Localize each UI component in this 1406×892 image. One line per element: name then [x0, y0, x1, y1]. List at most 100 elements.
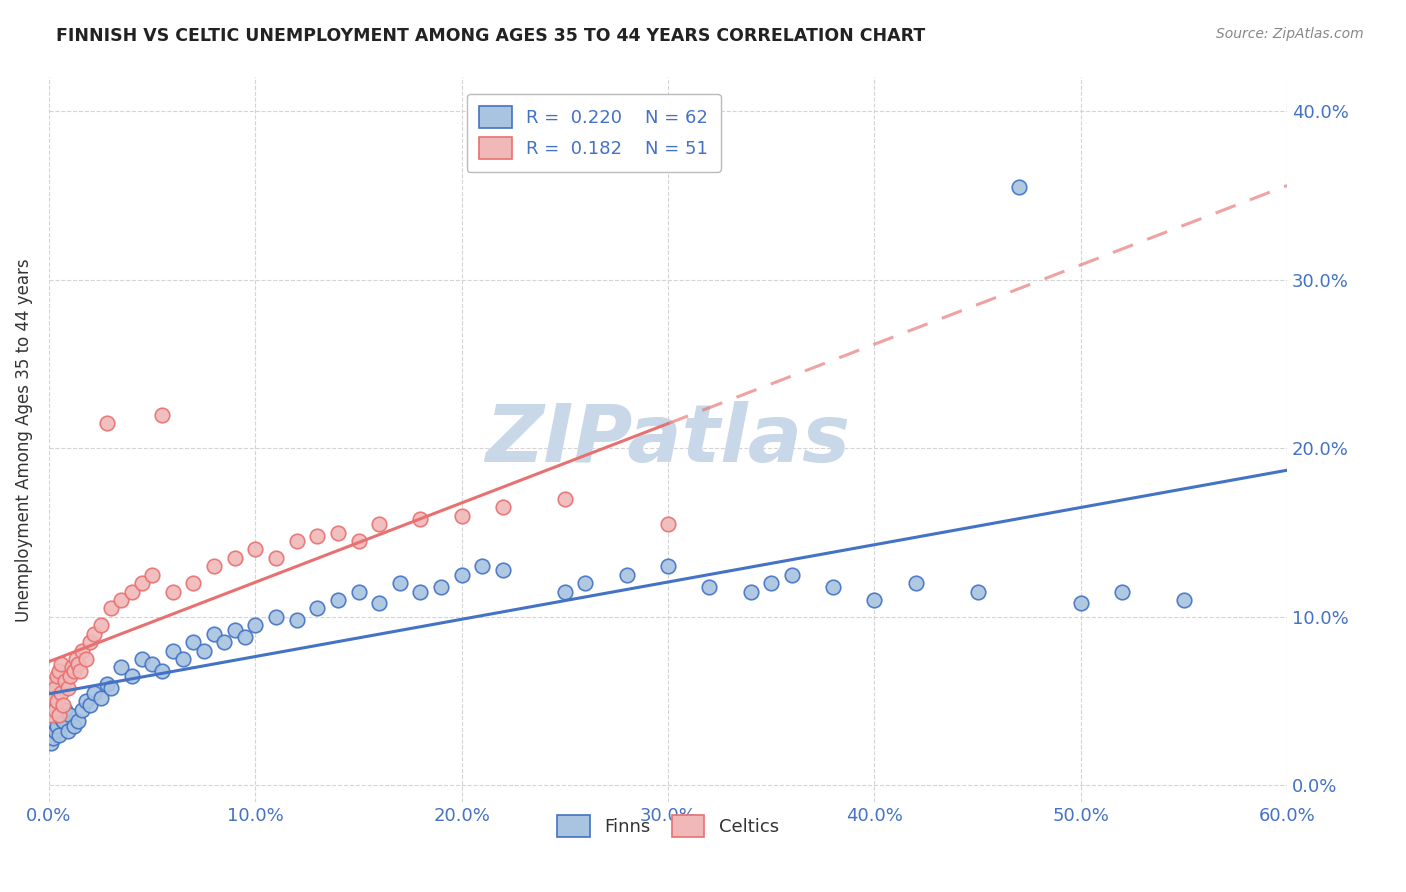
- Point: [44, 702, 66, 716]
- Point: [48, 664, 70, 678]
- Point: [740, 584, 762, 599]
- Text: ZIPatlas: ZIPatlas: [485, 401, 851, 479]
- Point: [83, 626, 105, 640]
- Point: [79, 635, 101, 649]
- Point: [172, 652, 194, 666]
- Point: [202, 626, 225, 640]
- Point: [121, 669, 143, 683]
- Point: [152, 664, 174, 678]
- Point: [409, 584, 432, 599]
- Point: [70, 643, 93, 657]
- Point: [326, 525, 349, 540]
- Point: [245, 618, 267, 632]
- Point: [79, 698, 101, 712]
- Point: [966, 584, 988, 599]
- Point: [863, 593, 886, 607]
- Point: [245, 542, 267, 557]
- Point: [51, 657, 73, 671]
- Point: [285, 613, 308, 627]
- Point: [554, 491, 576, 506]
- Point: [430, 580, 453, 594]
- Point: [52, 698, 75, 712]
- Point: [450, 508, 472, 523]
- Point: [388, 576, 411, 591]
- Y-axis label: Unemployment Among Ages 35 to 44 years: Unemployment Among Ages 35 to 44 years: [15, 258, 32, 622]
- Point: [285, 533, 308, 548]
- Point: [60, 660, 83, 674]
- Point: [55, 673, 77, 688]
- Point: [1070, 596, 1092, 610]
- Point: [44, 681, 66, 695]
- Point: [83, 686, 105, 700]
- Point: [69, 664, 91, 678]
- Point: [100, 681, 122, 695]
- Point: [55, 702, 77, 716]
- Point: [347, 584, 370, 599]
- Point: [66, 714, 89, 729]
- Point: [1008, 180, 1031, 194]
- Point: [96, 416, 118, 430]
- Point: [39, 736, 62, 750]
- Point: [62, 719, 84, 733]
- Point: [66, 657, 89, 671]
- Point: [162, 643, 184, 657]
- Point: [368, 517, 391, 532]
- Point: [141, 567, 163, 582]
- Point: [657, 517, 679, 532]
- Point: [574, 576, 596, 591]
- Point: [56, 681, 79, 695]
- Point: [48, 707, 70, 722]
- Point: [368, 596, 391, 610]
- Point: [62, 664, 84, 678]
- Point: [38, 686, 60, 700]
- Point: [409, 512, 432, 526]
- Point: [96, 677, 118, 691]
- Point: [75, 694, 97, 708]
- Point: [823, 580, 845, 594]
- Point: [347, 533, 370, 548]
- Point: [1111, 584, 1133, 599]
- Text: FINNISH VS CELTIC UNEMPLOYMENT AMONG AGES 35 TO 44 YEARS CORRELATION CHART: FINNISH VS CELTIC UNEMPLOYMENT AMONG AGE…: [56, 27, 925, 45]
- Point: [554, 584, 576, 599]
- Point: [224, 624, 246, 638]
- Point: [42, 698, 65, 712]
- Text: Source: ZipAtlas.com: Source: ZipAtlas.com: [1216, 27, 1364, 41]
- Point: [131, 576, 153, 591]
- Point: [616, 567, 638, 582]
- Point: [202, 559, 225, 574]
- Point: [38, 728, 60, 742]
- Point: [46, 694, 69, 708]
- Point: [492, 500, 515, 515]
- Point: [904, 576, 927, 591]
- Point: [90, 690, 112, 705]
- Legend: Finns, Celtics: Finns, Celtics: [550, 807, 786, 844]
- Point: [44, 724, 66, 739]
- Point: [233, 630, 256, 644]
- Point: [264, 550, 287, 565]
- Point: [697, 580, 720, 594]
- Point: [38, 702, 60, 716]
- Point: [264, 610, 287, 624]
- Point: [51, 711, 73, 725]
- Point: [59, 707, 82, 722]
- Point: [42, 690, 65, 705]
- Point: [65, 652, 87, 666]
- Point: [48, 728, 70, 742]
- Point: [39, 677, 62, 691]
- Point: [492, 563, 515, 577]
- Point: [780, 567, 803, 582]
- Point: [39, 707, 62, 722]
- Point: [100, 601, 122, 615]
- Point: [141, 657, 163, 671]
- Point: [70, 702, 93, 716]
- Point: [75, 652, 97, 666]
- Point: [183, 635, 205, 649]
- Point: [761, 576, 783, 591]
- Point: [657, 559, 679, 574]
- Point: [152, 408, 174, 422]
- Point: [46, 719, 69, 733]
- Point: [471, 559, 494, 574]
- Point: [56, 724, 79, 739]
- Point: [450, 567, 472, 582]
- Point: [162, 584, 184, 599]
